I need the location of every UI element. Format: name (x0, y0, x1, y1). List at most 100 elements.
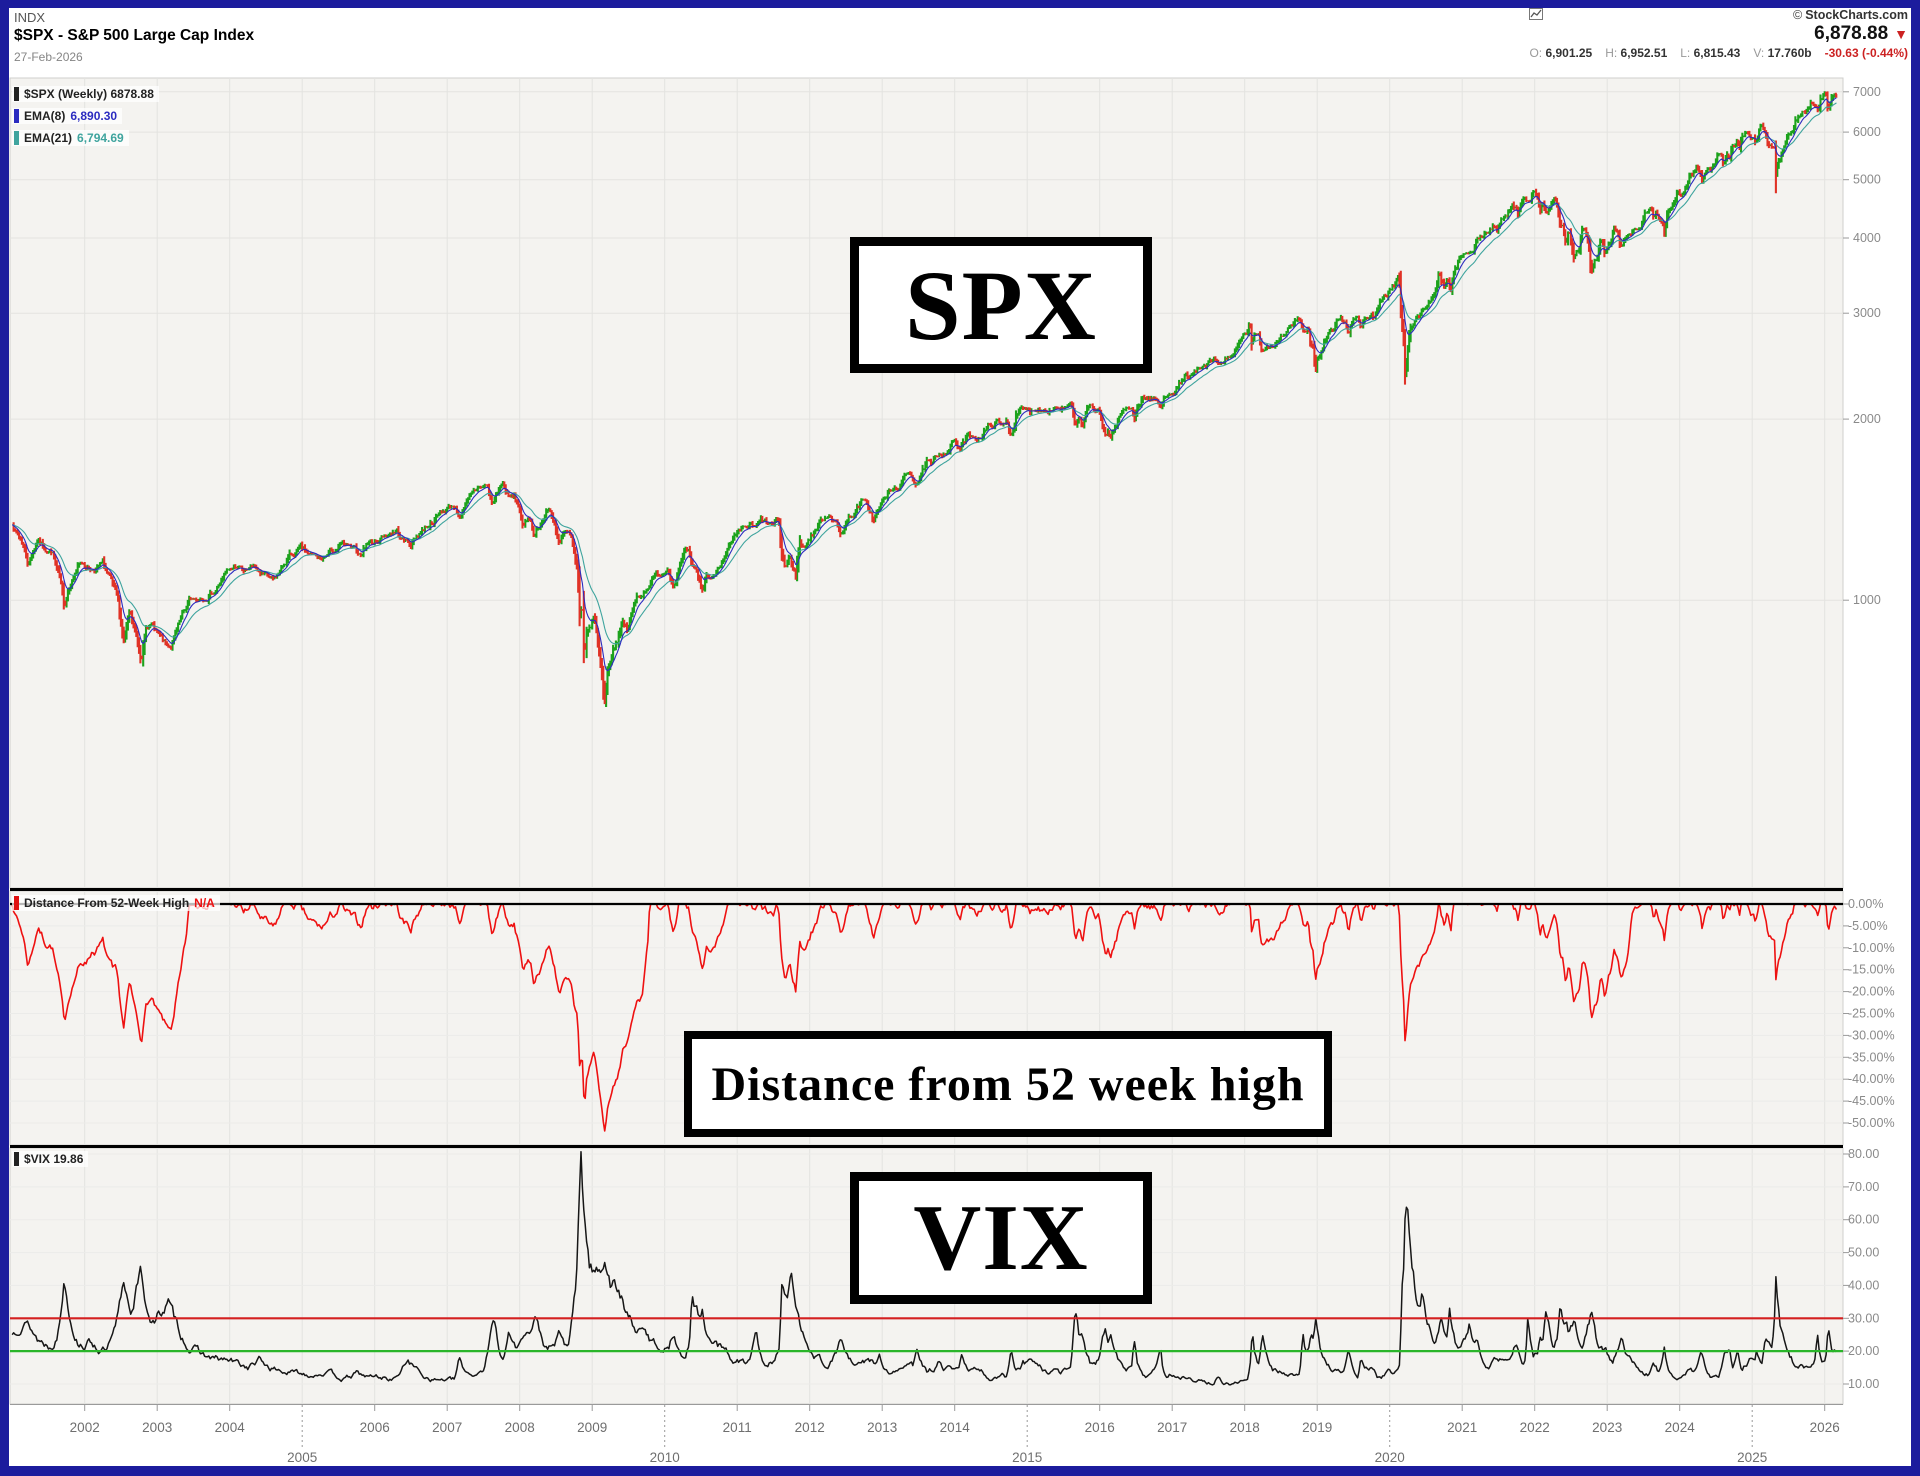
svg-text:2012: 2012 (795, 1420, 825, 1435)
spx-price-series (11, 91, 1838, 707)
svg-text:-25.00%: -25.00% (1848, 1007, 1895, 1021)
copyright-line: © StockCharts.com (1529, 8, 1908, 22)
svg-text:3000: 3000 (1853, 306, 1881, 320)
svg-text:2026: 2026 (1810, 1420, 1840, 1435)
page-title: $SPX - S&P 500 Large Cap Index (14, 27, 255, 44)
svg-text:40.00: 40.00 (1848, 1278, 1879, 1292)
svg-text:70.00: 70.00 (1848, 1180, 1879, 1194)
legend-vix: $VIX 19.86 (12, 1151, 89, 1167)
y-axis-labels: 7000 6000 5000 4000 3000 2000 1000 0.00% -5.00% -… (1843, 85, 1895, 1391)
svg-text:2002: 2002 (70, 1420, 100, 1435)
volume-value: V: 17.760b (1753, 46, 1812, 60)
brand-link[interactable]: StockCharts.com (1805, 8, 1908, 22)
spx-annotation-box: SPX (850, 237, 1152, 373)
vix-legend-chip (14, 1152, 19, 1166)
legend-spx: $SPX (Weekly) 6878.88 (12, 86, 159, 102)
svg-text:2019: 2019 (1302, 1420, 1332, 1435)
high-value: H: 6,952.51 (1605, 46, 1668, 60)
distance-annotation-box: Distance from 52 week high (684, 1031, 1332, 1137)
svg-text:20.00: 20.00 (1848, 1344, 1879, 1358)
panel-background (9, 77, 1844, 889)
svg-text:2004: 2004 (215, 1420, 246, 1435)
svg-text:6000: 6000 (1853, 125, 1881, 139)
svg-text:4000: 4000 (1853, 231, 1881, 245)
chart-date: 27-Feb-2026 (14, 50, 83, 64)
down-arrow-icon: ▼ (1894, 26, 1908, 42)
svg-text:2015: 2015 (1012, 1450, 1042, 1465)
svg-text:7000: 7000 (1853, 85, 1881, 99)
svg-text:2016: 2016 (1085, 1420, 1115, 1435)
stockcharts-logo-icon (1529, 8, 1544, 20)
svg-text:2020: 2020 (1375, 1450, 1405, 1465)
spx-down-bars (12, 91, 1838, 705)
svg-text:-35.00%: -35.00% (1848, 1050, 1895, 1064)
gridlines (10, 78, 1843, 1404)
svg-text:-10.00%: -10.00% (1848, 941, 1895, 955)
distance-legend-label: Distance From 52-Week High (24, 896, 190, 910)
svg-text:2003: 2003 (142, 1420, 172, 1435)
ohlc-row: O: 6,901.25 H: 6,952.51 L: 6,815.43 V: 1… (1529, 46, 1908, 61)
svg-text:2013: 2013 (867, 1420, 897, 1435)
ema8-line (11, 97, 1837, 672)
last-price: 6,878.88 (1814, 23, 1889, 44)
svg-text:2008: 2008 (505, 1420, 535, 1435)
svg-text:2010: 2010 (650, 1450, 680, 1465)
svg-text:2014: 2014 (940, 1420, 971, 1435)
svg-text:50.00: 50.00 (1848, 1246, 1879, 1260)
svg-text:-50.00%: -50.00% (1848, 1116, 1895, 1130)
svg-text:2021: 2021 (1447, 1420, 1477, 1435)
legend-ema21: EMA(21) 6,794.69 (12, 130, 129, 146)
spx-legend-chip (14, 87, 19, 101)
svg-text:-30.00%: -30.00% (1848, 1028, 1895, 1042)
svg-text:2006: 2006 (360, 1420, 390, 1435)
header-quote-block: © StockCharts.com 6,878.88 ▼ O: 6,901.25… (1529, 8, 1908, 61)
ema21-legend-label: EMA(21) (24, 131, 73, 145)
change-value: -30.63 (-0.44%) (1824, 46, 1908, 60)
x-axis-labels: 2002 2003 2004 2005 2006 2007 2008 2009 2010 2011… (70, 1405, 1840, 1465)
svg-text:2024: 2024 (1665, 1420, 1696, 1435)
svg-text:2018: 2018 (1230, 1420, 1260, 1435)
svg-text:2023: 2023 (1592, 1420, 1622, 1435)
svg-text:2000: 2000 (1853, 412, 1881, 426)
low-value: L: 6,815.43 (1680, 46, 1741, 60)
ema8-legend-chip (14, 109, 19, 123)
copyright-symbol: © (1792, 8, 1803, 22)
svg-text:2007: 2007 (432, 1420, 462, 1435)
svg-text:30.00: 30.00 (1848, 1311, 1879, 1325)
legend-ema8: EMA(8) 6,890.30 (12, 108, 123, 124)
panel-separator (10, 1145, 1843, 1148)
svg-text:-15.00%: -15.00% (1848, 963, 1895, 977)
svg-text:0.00%: 0.00% (1848, 897, 1883, 911)
svg-text:-40.00%: -40.00% (1848, 1072, 1895, 1086)
svg-text:-20.00%: -20.00% (1848, 985, 1895, 999)
last-price-line: 6,878.88 ▼ (1814, 24, 1908, 44)
distance-legend-chip (14, 896, 19, 910)
svg-text:60.00: 60.00 (1848, 1213, 1879, 1227)
svg-text:5000: 5000 (1853, 173, 1881, 187)
svg-text:2009: 2009 (577, 1420, 607, 1435)
svg-text:2011: 2011 (723, 1420, 752, 1435)
panel-separator (10, 888, 1843, 891)
ema21-line (12, 102, 1837, 645)
svg-text:-5.00%: -5.00% (1848, 919, 1888, 933)
distance-legend-value: N/A (194, 896, 215, 910)
svg-text:2025: 2025 (1737, 1450, 1767, 1465)
svg-text:1000: 1000 (1853, 593, 1881, 607)
ema8-legend-label: EMA(8) (24, 109, 66, 123)
legend-distance: Distance From 52-Week High N/A (12, 895, 220, 911)
vix-annotation-box: VIX (850, 1172, 1152, 1304)
svg-text:2017: 2017 (1157, 1420, 1187, 1435)
svg-text:10.00: 10.00 (1848, 1377, 1879, 1391)
exchange-label: INDX (14, 10, 46, 25)
ema21-legend-value: 6,794.69 (77, 131, 124, 145)
vix-line (11, 1150, 1837, 1386)
svg-text:-45.00%: -45.00% (1848, 1094, 1895, 1108)
ema8-legend-value: 6,890.30 (70, 109, 118, 123)
vix-legend-label: $VIX 19.86 (24, 1152, 84, 1166)
svg-text:80.00: 80.00 (1848, 1147, 1879, 1161)
ema21-legend-chip (14, 131, 19, 145)
open-value: O: 6,901.25 (1529, 46, 1593, 60)
svg-text:2022: 2022 (1520, 1420, 1550, 1435)
spx-legend-label: $SPX (Weekly) 6878.88 (24, 87, 154, 101)
